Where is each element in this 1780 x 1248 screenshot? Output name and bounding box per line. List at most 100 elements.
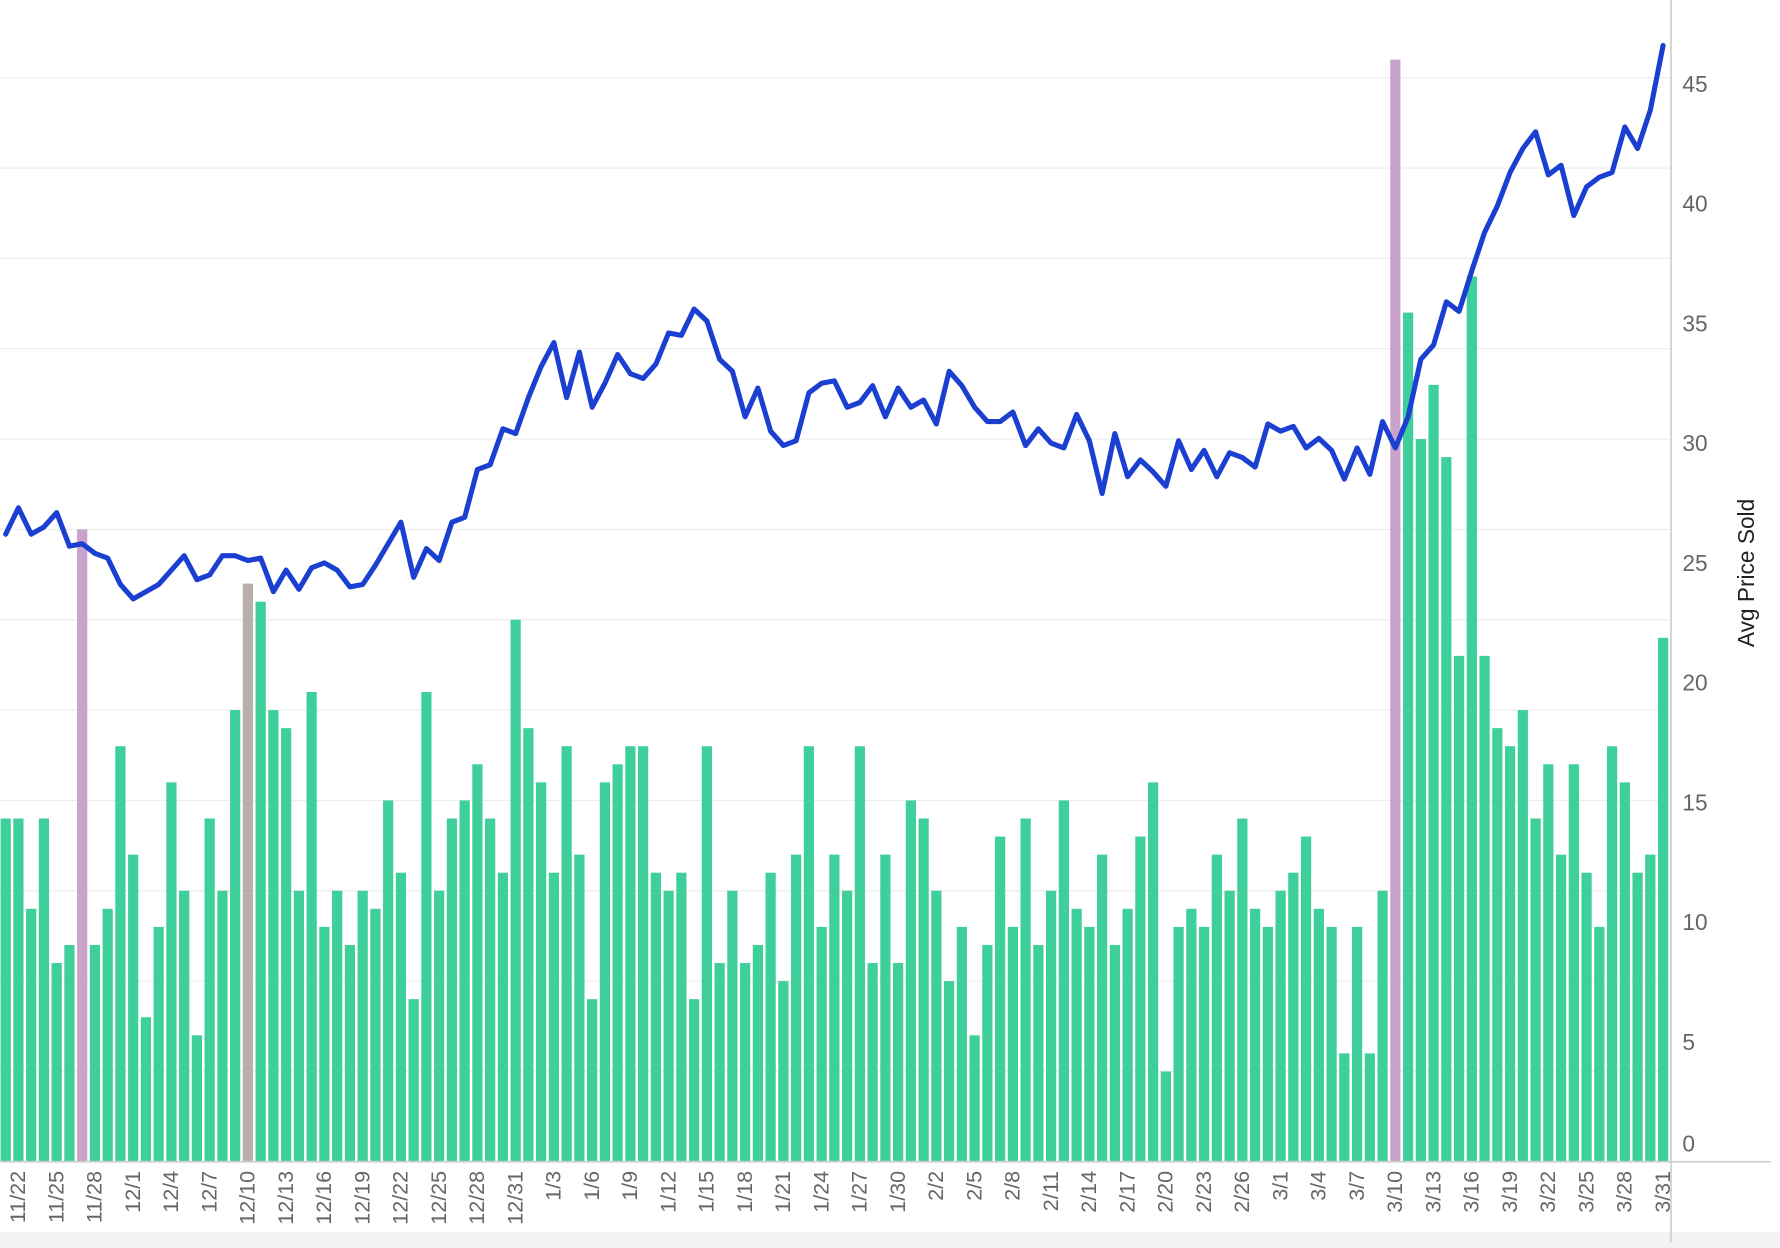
bar bbox=[714, 963, 725, 1162]
bar bbox=[918, 818, 929, 1162]
bar bbox=[1479, 655, 1490, 1162]
bar bbox=[676, 872, 687, 1162]
bar bbox=[255, 601, 266, 1162]
bar bbox=[128, 854, 139, 1162]
bar bbox=[408, 999, 419, 1162]
bar bbox=[217, 890, 228, 1162]
x-tick-label: 1/6 bbox=[579, 1171, 604, 1201]
bar bbox=[1657, 637, 1669, 1162]
bar bbox=[791, 854, 802, 1162]
x-tick-label: 12/25 bbox=[426, 1171, 451, 1225]
bar bbox=[1543, 764, 1554, 1162]
x-tick-label: 3/4 bbox=[1306, 1171, 1331, 1201]
bar bbox=[1262, 926, 1273, 1162]
bar bbox=[26, 908, 37, 1162]
bar bbox=[51, 963, 62, 1162]
bar bbox=[13, 818, 24, 1162]
bar bbox=[1249, 908, 1261, 1162]
x-tick-label: 12/28 bbox=[464, 1171, 489, 1225]
bar bbox=[204, 818, 215, 1162]
bars bbox=[0, 59, 1669, 1162]
x-tick-label: 3/28 bbox=[1612, 1171, 1637, 1213]
bar bbox=[880, 854, 891, 1162]
x-tick-label: 11/25 bbox=[43, 1171, 68, 1223]
x-tick-label: 12/1 bbox=[120, 1171, 145, 1213]
bar bbox=[472, 764, 483, 1162]
bar bbox=[752, 944, 763, 1162]
bar bbox=[1275, 890, 1286, 1162]
x-tick-label: 2/23 bbox=[1191, 1171, 1216, 1213]
bar bbox=[1160, 1071, 1171, 1162]
bar bbox=[293, 890, 305, 1162]
y2-tick-label: 15 bbox=[1682, 789, 1707, 815]
bar bbox=[1020, 818, 1031, 1162]
bar bbox=[893, 963, 904, 1162]
bar bbox=[548, 872, 560, 1162]
y2-tick-label: 10 bbox=[1682, 909, 1707, 935]
bar bbox=[1339, 1053, 1350, 1162]
bar bbox=[663, 890, 674, 1162]
bar bbox=[561, 746, 572, 1162]
bar bbox=[778, 981, 789, 1162]
bar bbox=[191, 1035, 203, 1162]
y2-tick-label: 0 bbox=[1682, 1131, 1695, 1157]
bar bbox=[969, 1035, 980, 1162]
x-tick-label: 12/19 bbox=[349, 1171, 374, 1225]
y2-tick-label: 20 bbox=[1682, 670, 1707, 696]
x-tick-label: 12/4 bbox=[158, 1171, 183, 1213]
x-tick-label: 3/10 bbox=[1382, 1171, 1407, 1213]
x-tick-label: 12/13 bbox=[273, 1171, 298, 1225]
bar bbox=[765, 872, 776, 1162]
bar bbox=[1415, 439, 1426, 1162]
bar bbox=[587, 999, 598, 1162]
x-tick-label: 12/7 bbox=[196, 1171, 221, 1213]
bar bbox=[1402, 312, 1414, 1162]
bar bbox=[1594, 926, 1605, 1162]
bar bbox=[1632, 872, 1643, 1162]
bar bbox=[982, 944, 993, 1162]
bar bbox=[357, 890, 368, 1162]
bar bbox=[1109, 944, 1120, 1162]
bar bbox=[1186, 908, 1197, 1162]
bar bbox=[701, 746, 712, 1162]
bar bbox=[332, 890, 343, 1162]
footer-band bbox=[0, 1232, 1780, 1248]
bar bbox=[38, 818, 50, 1162]
bar bbox=[1492, 728, 1503, 1162]
x-tick-label: 12/31 bbox=[502, 1171, 527, 1225]
bar bbox=[1198, 926, 1210, 1162]
x-tick-label: 3/13 bbox=[1420, 1171, 1445, 1213]
y2-tick-label: 40 bbox=[1682, 191, 1707, 217]
bar bbox=[485, 818, 496, 1162]
bar bbox=[536, 782, 547, 1162]
y2-tick-label: 5 bbox=[1682, 1029, 1695, 1055]
bar bbox=[1173, 926, 1184, 1162]
x-tick-label: 2/5 bbox=[961, 1171, 986, 1201]
bar bbox=[1147, 782, 1159, 1162]
bar bbox=[1224, 890, 1235, 1162]
bar bbox=[497, 872, 509, 1162]
bar bbox=[816, 926, 827, 1162]
bar bbox=[179, 890, 190, 1162]
bar bbox=[944, 981, 955, 1162]
x-tick-label: 1/15 bbox=[694, 1171, 719, 1213]
bar bbox=[740, 963, 751, 1162]
bar bbox=[625, 746, 636, 1162]
bar bbox=[140, 1017, 152, 1162]
bar bbox=[1122, 908, 1133, 1162]
lines bbox=[3, 42, 1666, 602]
bar bbox=[1390, 59, 1401, 1162]
x-tick-label: 1/9 bbox=[617, 1171, 642, 1201]
x-tick-label: 2/11 bbox=[1038, 1171, 1063, 1211]
x-tick-label: 12/16 bbox=[311, 1171, 336, 1225]
bar bbox=[1135, 836, 1146, 1162]
bar bbox=[1237, 818, 1248, 1162]
bar bbox=[1058, 800, 1069, 1162]
bar bbox=[1351, 926, 1363, 1162]
bar bbox=[931, 890, 942, 1162]
bar bbox=[689, 999, 700, 1162]
bar bbox=[867, 963, 878, 1162]
x-tick-label: 1/12 bbox=[655, 1171, 680, 1213]
x-tick-label: 3/7 bbox=[1344, 1171, 1369, 1201]
